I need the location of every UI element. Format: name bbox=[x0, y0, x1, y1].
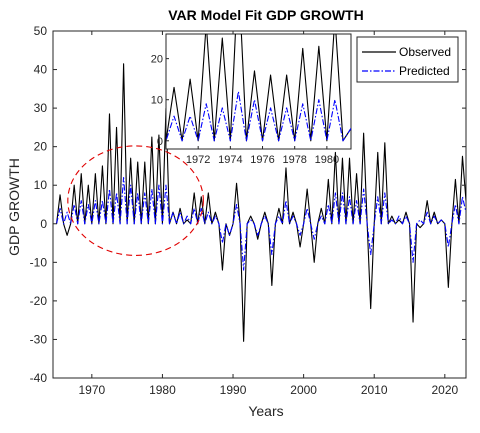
series-line-predicted bbox=[55, 176, 466, 271]
inset-series-line-observed bbox=[166, 34, 351, 142]
x-axis-label: Years bbox=[248, 403, 283, 419]
inset-y-axis-ticks: 0 10 20 bbox=[151, 54, 169, 148]
y-tick-label: -30 bbox=[30, 332, 48, 346]
y-tick-label: -40 bbox=[30, 371, 48, 385]
x-tick-label: 1980 bbox=[149, 383, 176, 397]
y-tick-label: 0 bbox=[40, 217, 47, 231]
legend-box bbox=[356, 36, 459, 83]
x-tick-label: 1970 bbox=[78, 383, 105, 397]
inset-y-tick-label: 10 bbox=[151, 95, 163, 107]
inset-plot-area bbox=[165, 33, 352, 150]
chart-title: VAR Model Fit GDP GROWTH bbox=[168, 7, 363, 23]
x-tick-label: 2000 bbox=[290, 383, 317, 397]
inset-series-group bbox=[166, 34, 351, 142]
inset-x-tick-label: 1972 bbox=[186, 154, 210, 166]
inset-x-tick-label: 1980 bbox=[315, 154, 339, 166]
y-axis-label: GDP GROWTH bbox=[6, 158, 22, 256]
highlight-ellipse bbox=[67, 145, 204, 256]
legend-predicted-label: Predicted bbox=[399, 64, 450, 78]
y-tick-label: 50 bbox=[34, 24, 48, 38]
inset-x-tick-label: 1978 bbox=[282, 154, 306, 166]
y-tick-label: 10 bbox=[34, 178, 48, 192]
y-axis-ticks: -40 -30 -20 -10 0 10 20 30 40 50 bbox=[30, 24, 466, 385]
y-tick-label: 30 bbox=[34, 101, 48, 115]
y-tick-label: 40 bbox=[34, 63, 48, 77]
legend: Observed Predicted bbox=[356, 36, 459, 83]
y-tick-label: 20 bbox=[34, 140, 48, 154]
inset-x-tick-label: 1974 bbox=[218, 154, 242, 166]
inset-y-tick-label: 20 bbox=[151, 54, 163, 66]
y-tick-label: -20 bbox=[30, 294, 48, 308]
legend-observed-label: Observed bbox=[399, 45, 451, 59]
inset-series-line-predicted bbox=[166, 90, 351, 142]
inset-x-tick-label: 1976 bbox=[250, 154, 274, 166]
inset-x-axis-ticks: 1972 1974 1976 1978 1980 bbox=[186, 146, 339, 166]
inset-y-tick-label: 0 bbox=[157, 136, 163, 148]
x-tick-label: 2010 bbox=[361, 383, 388, 397]
x-axis-ticks: 1970 1980 1990 2000 2010 2020 bbox=[78, 31, 458, 397]
main-series-group bbox=[55, 63, 466, 342]
x-tick-label: 2020 bbox=[431, 383, 458, 397]
y-tick-label: -10 bbox=[30, 255, 48, 269]
x-tick-label: 1990 bbox=[220, 383, 247, 397]
